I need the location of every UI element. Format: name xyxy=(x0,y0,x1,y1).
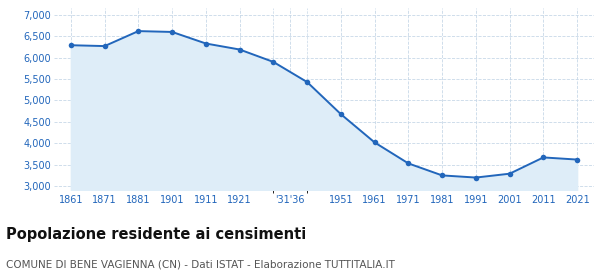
Point xyxy=(235,47,244,52)
Point xyxy=(505,171,514,176)
Point xyxy=(404,161,413,166)
Point xyxy=(167,30,177,34)
Point xyxy=(201,41,211,46)
Text: Popolazione residente ai censimenti: Popolazione residente ai censimenti xyxy=(6,227,306,242)
Point xyxy=(134,29,143,33)
Point xyxy=(269,60,278,64)
Point xyxy=(471,175,481,180)
Point xyxy=(572,157,582,162)
Text: COMUNE DI BENE VAGIENNA (CN) - Dati ISTAT - Elaborazione TUTTITALIA.IT: COMUNE DI BENE VAGIENNA (CN) - Dati ISTA… xyxy=(6,259,395,269)
Point xyxy=(539,155,548,160)
Point xyxy=(370,140,379,145)
Point xyxy=(100,44,109,48)
Point xyxy=(302,80,312,84)
Point xyxy=(66,43,76,48)
Point xyxy=(437,173,447,178)
Point xyxy=(336,112,346,116)
